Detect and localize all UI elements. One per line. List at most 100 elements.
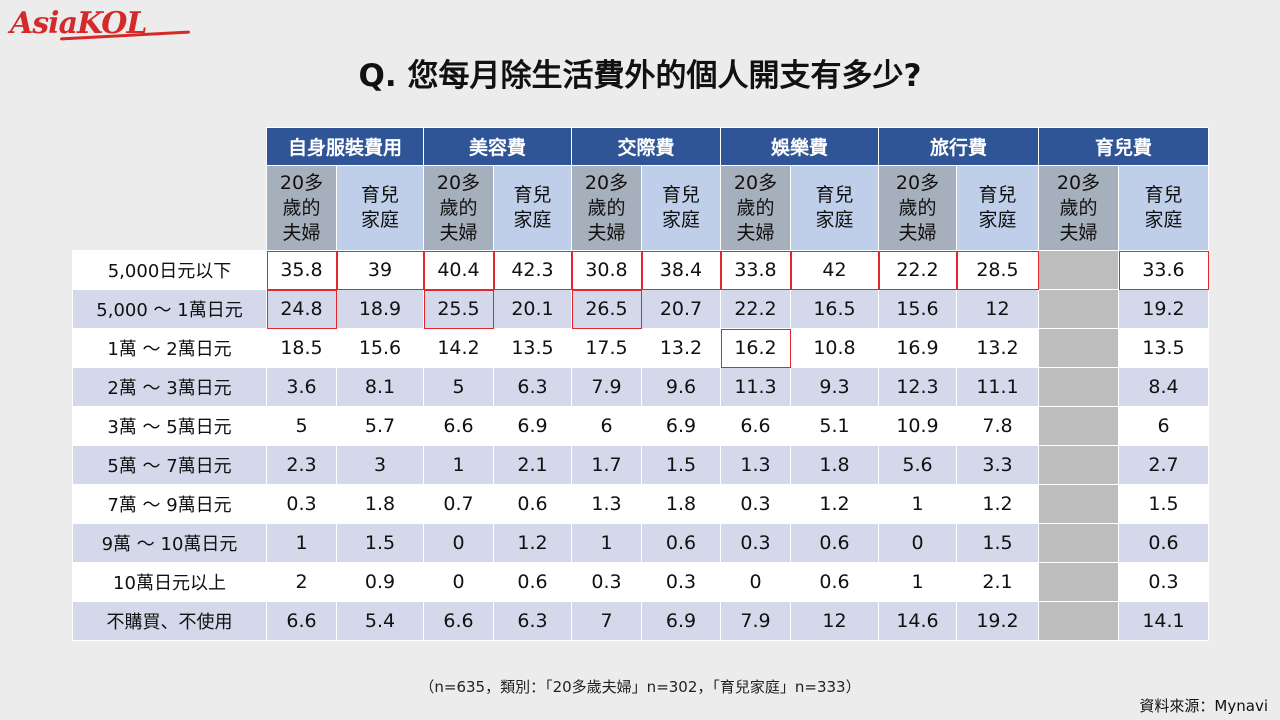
value-cell: 0.6 xyxy=(641,523,721,563)
category-header: 育兒費 xyxy=(1038,127,1209,166)
table-row: 10萬日元以上 2 0.9 0 0.6 0.3 0.3 0 0.6 1 2.1 0.3 xyxy=(72,562,1209,602)
value-cell: 17.5 xyxy=(571,328,642,368)
subheader-20s-couples: 20多 歲的 夫婦 xyxy=(423,165,494,251)
no-data-cell xyxy=(1038,445,1119,485)
value-cell: 6.6 xyxy=(423,406,494,446)
table-row: 1萬 ～ 2萬日元 18.5 15.6 14.2 13.5 17.5 13.2 16.2 10.… xyxy=(72,328,1209,368)
value-cell: 25.5 xyxy=(423,289,494,329)
value-cell: 13.5 xyxy=(1118,328,1209,368)
table-corner xyxy=(73,166,267,251)
value-cell: 9.3 xyxy=(790,367,879,407)
subheader-line: 歲的 xyxy=(282,196,321,219)
value-cell: 0.3 xyxy=(571,562,642,602)
value-cell: 14.1 xyxy=(1118,601,1209,641)
no-data-cell xyxy=(1038,406,1119,446)
subheader-20s-couples: 20多 歲的 夫婦 xyxy=(878,165,957,251)
subheader-families: 育兒 家庭 xyxy=(790,165,879,251)
value-cell: 1.2 xyxy=(493,523,572,563)
value-cell: 1 xyxy=(423,445,494,485)
subheader-line: 育兒 xyxy=(513,184,552,206)
value-cell: 12.3 xyxy=(878,367,957,407)
value-cell: 1 xyxy=(571,523,642,563)
value-cell: 10.8 xyxy=(790,328,879,368)
source-note: 資料來源：Mynavi xyxy=(1139,697,1268,715)
subheader-line: 育兒 xyxy=(978,184,1017,206)
value-cell: 22.2 xyxy=(720,289,791,329)
value-cell: 6.9 xyxy=(641,406,721,446)
value-cell: 1 xyxy=(266,523,337,563)
subheader-line: 育兒 xyxy=(360,184,399,206)
value-cell: 8.1 xyxy=(336,367,424,407)
value-cell: 26.5 xyxy=(571,289,642,329)
value-cell: 1.5 xyxy=(956,523,1039,563)
value-cell: 40.4 xyxy=(423,250,494,290)
value-cell: 0.3 xyxy=(1118,562,1209,602)
value-cell: 5.6 xyxy=(878,445,957,485)
subheader-families: 育兒 家庭 xyxy=(493,165,572,251)
value-cell: 0.3 xyxy=(266,484,337,524)
value-cell: 7 xyxy=(571,601,642,641)
subheader-families: 育兒 家庭 xyxy=(336,165,424,251)
value-cell: 6.3 xyxy=(493,601,572,641)
row-label: 3萬 ～ 5萬日元 xyxy=(72,406,267,446)
value-cell: 6.3 xyxy=(493,367,572,407)
value-cell: 1.5 xyxy=(336,523,424,563)
subheader-families: 育兒 家庭 xyxy=(641,165,721,251)
value-cell: 6 xyxy=(571,406,642,446)
table-row: 5萬 ～ 7萬日元 2.3 3 1 2.1 1.7 1.5 1.3 1.8 5.6 3.3 2.7 xyxy=(72,445,1209,485)
value-cell: 42.3 xyxy=(493,250,572,290)
subheader-line: 歲的 xyxy=(587,196,626,219)
subheader-20s-couples: 20多 歲的 夫婦 xyxy=(266,165,337,251)
value-cell: 19.2 xyxy=(1118,289,1209,329)
value-cell: 0.6 xyxy=(1118,523,1209,563)
value-cell: 1 xyxy=(878,484,957,524)
value-cell: 1.7 xyxy=(571,445,642,485)
value-cell: 6.6 xyxy=(266,601,337,641)
subheader-line: 夫婦 xyxy=(282,221,321,244)
no-data-cell xyxy=(1038,367,1119,407)
no-data-cell xyxy=(1038,484,1119,524)
value-cell: 5.4 xyxy=(336,601,424,641)
value-cell: 6.6 xyxy=(720,406,791,446)
value-cell: 7.9 xyxy=(571,367,642,407)
value-cell: 0 xyxy=(878,523,957,563)
subheader-families: 育兒 家庭 xyxy=(1118,165,1209,251)
value-cell: 6 xyxy=(1118,406,1209,446)
value-cell: 2.1 xyxy=(956,562,1039,602)
value-cell: 2.7 xyxy=(1118,445,1209,485)
value-cell: 1.2 xyxy=(956,484,1039,524)
value-cell: 1.3 xyxy=(571,484,642,524)
subheader-line: 家庭 xyxy=(360,209,399,231)
value-cell: 0 xyxy=(720,562,791,602)
category-header: 交際費 xyxy=(571,127,721,166)
value-cell: 2.3 xyxy=(266,445,337,485)
category-header: 娛樂費 xyxy=(720,127,879,166)
value-cell: 30.8 xyxy=(571,250,642,290)
table-row: 不購買、不使用 6.6 5.4 6.6 6.3 7 6.9 7.9 12 14.6 19.2 14.1 xyxy=(72,601,1209,641)
value-cell: 0.6 xyxy=(790,523,879,563)
value-cell: 16.2 xyxy=(720,328,791,368)
no-data-cell xyxy=(1038,562,1119,602)
value-cell: 0.3 xyxy=(641,562,721,602)
value-cell: 20.7 xyxy=(641,289,721,329)
subheader-line: 20多 xyxy=(584,171,629,194)
subheader-line: 夫婦 xyxy=(736,221,775,244)
subheader-line: 家庭 xyxy=(978,209,1017,231)
value-cell: 0.6 xyxy=(790,562,879,602)
category-header: 旅行費 xyxy=(878,127,1039,166)
value-cell: 7.9 xyxy=(720,601,791,641)
value-cell: 0.7 xyxy=(423,484,494,524)
no-data-cell xyxy=(1038,601,1119,641)
subheader-line: 歲的 xyxy=(439,196,478,219)
value-cell: 2.1 xyxy=(493,445,572,485)
value-cell: 14.2 xyxy=(423,328,494,368)
subheader-20s-couples: 20多 歲的 夫婦 xyxy=(1038,165,1119,251)
value-cell: 9.6 xyxy=(641,367,721,407)
value-cell: 5 xyxy=(266,406,337,446)
value-cell: 0.6 xyxy=(493,484,572,524)
row-label: 5萬 ～ 7萬日元 xyxy=(72,445,267,485)
value-cell: 18.9 xyxy=(336,289,424,329)
subheader-line: 家庭 xyxy=(661,209,700,231)
value-cell: 35.8 xyxy=(266,250,337,290)
value-cell: 5.1 xyxy=(790,406,879,446)
